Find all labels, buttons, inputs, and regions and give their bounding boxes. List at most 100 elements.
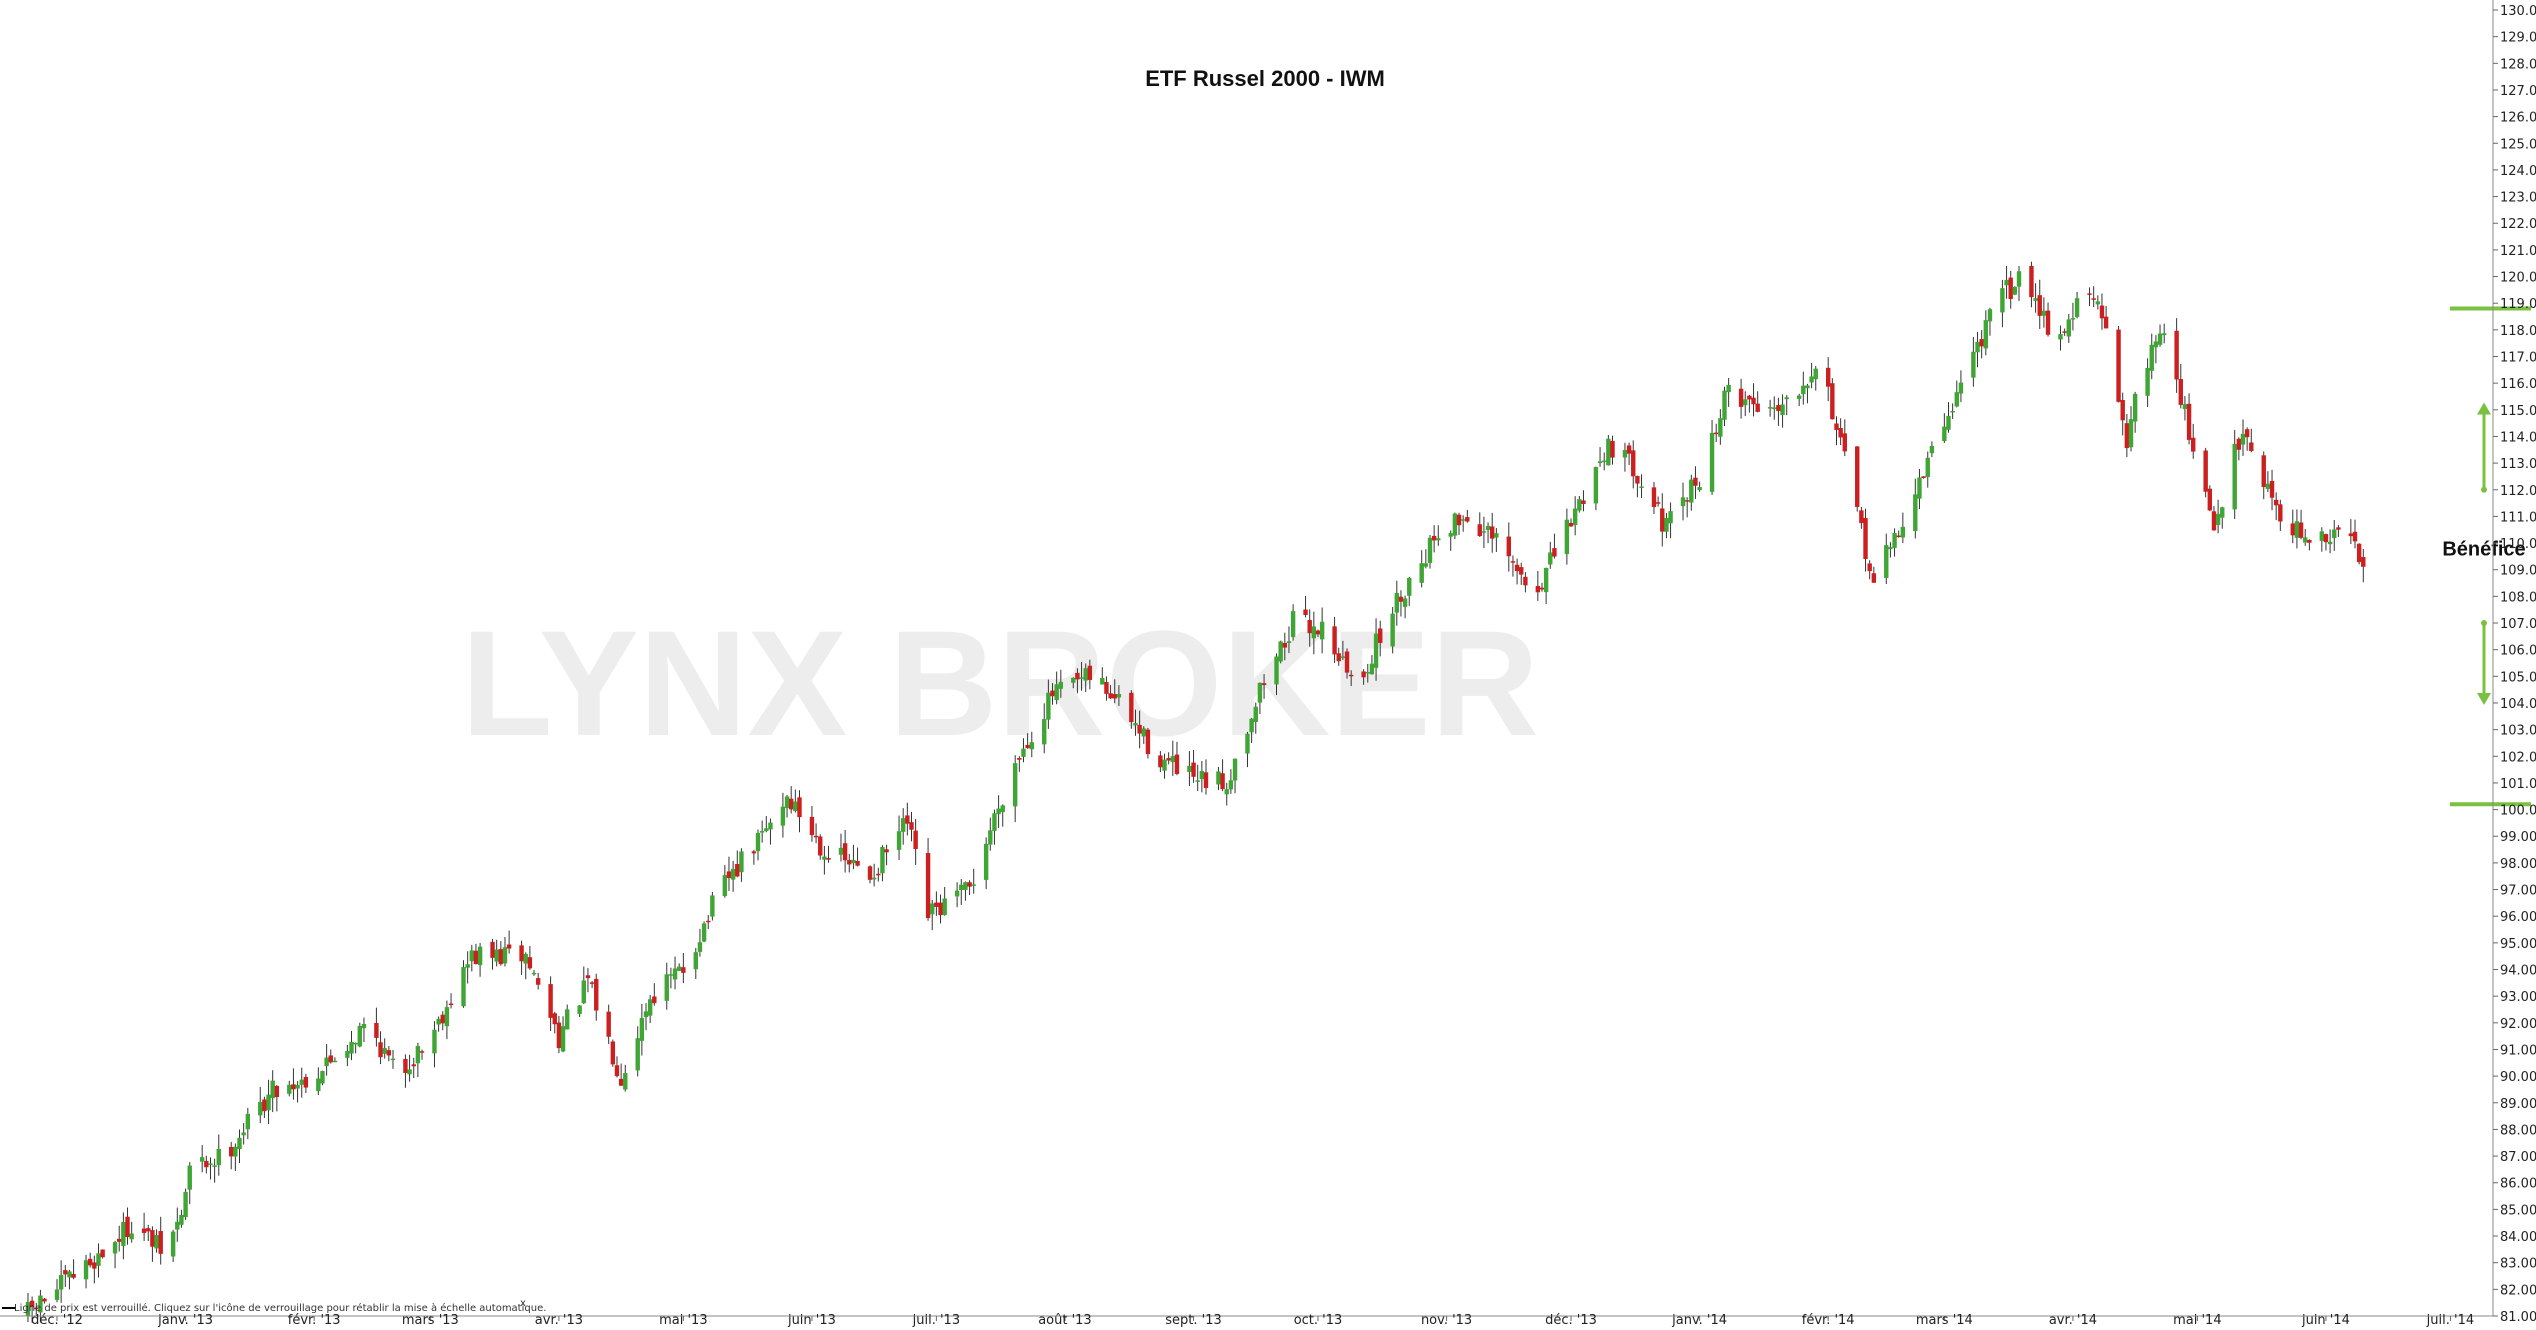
candle xyxy=(1054,671,1059,705)
y-tick-label: 125.00 xyxy=(2500,137,2536,152)
candle xyxy=(1477,512,1482,537)
y-axis: 81.00 82.00 83.00 84.00 85.00 86.00 87.00 88.00… xyxy=(2492,0,2536,1325)
candle xyxy=(320,1070,325,1086)
y-tick-label: 108.00 xyxy=(2500,590,2536,605)
candle xyxy=(2058,325,2063,351)
y-tick-label: 111.00 xyxy=(2500,510,2536,525)
candle xyxy=(2066,314,2071,343)
candle xyxy=(1689,474,1694,511)
candle xyxy=(2012,286,2018,296)
candle xyxy=(1772,396,1777,420)
candle xyxy=(1747,394,1752,413)
y-tick-label: 100.00 xyxy=(2500,804,2536,819)
status-close-icon[interactable]: x xyxy=(520,1298,526,1309)
candle xyxy=(2095,295,2101,310)
candle xyxy=(448,993,454,1009)
candle xyxy=(345,1045,350,1067)
candle xyxy=(2132,391,2138,433)
candle xyxy=(1660,493,1665,547)
candle xyxy=(826,845,831,863)
candle xyxy=(332,1057,338,1063)
price-lock-status-text: Ligne de prix est verrouillé. Cliquez su… xyxy=(14,1302,546,1314)
x-tick-label: déc. '12 xyxy=(31,1313,83,1328)
candle xyxy=(216,1134,221,1176)
candle xyxy=(1390,606,1395,654)
candle xyxy=(1917,469,1922,510)
candle xyxy=(2178,363,2183,409)
candle xyxy=(71,1259,76,1280)
candle xyxy=(963,881,968,901)
candle xyxy=(407,1054,412,1082)
x-tick-label: oct. '13 xyxy=(1294,1313,1343,1328)
candle xyxy=(635,1026,640,1077)
candle xyxy=(1257,682,1263,714)
candle xyxy=(1950,403,1955,419)
candle xyxy=(1423,549,1429,569)
candle xyxy=(967,880,972,896)
y-tick-label: 95.00 xyxy=(2500,937,2536,952)
candle xyxy=(519,940,524,975)
candle xyxy=(992,809,997,845)
candle xyxy=(1784,395,1789,416)
candle xyxy=(262,1096,267,1118)
candle xyxy=(764,816,769,833)
x-tick-label: juil. '14 xyxy=(2426,1313,2474,1328)
candle xyxy=(54,1279,60,1303)
chart-title: ETF Russel 2000 - IWM xyxy=(1145,66,1385,91)
candle xyxy=(1539,582,1545,592)
candle xyxy=(697,928,703,957)
candle xyxy=(2087,287,2092,306)
candle xyxy=(2016,265,2022,301)
candle xyxy=(96,1243,101,1278)
candle xyxy=(730,860,736,892)
candle xyxy=(1801,371,1806,405)
candle xyxy=(490,938,495,970)
candle xyxy=(1261,674,1267,699)
candle xyxy=(1162,753,1167,779)
candle xyxy=(2327,529,2333,554)
candle xyxy=(386,1046,392,1062)
x-tick-label: juin '14 xyxy=(2301,1313,2350,1328)
candle xyxy=(822,845,827,875)
candle xyxy=(751,849,757,865)
candle xyxy=(349,1030,354,1061)
arrow-down-head-icon xyxy=(2477,692,2491,705)
candle xyxy=(382,1038,387,1059)
candle xyxy=(1166,752,1171,765)
candle xyxy=(793,789,798,813)
candle xyxy=(1373,618,1379,681)
y-tick-label: 112.00 xyxy=(2500,484,2536,499)
candle xyxy=(1664,513,1669,539)
candle xyxy=(880,845,885,882)
candle xyxy=(241,1123,246,1145)
candle xyxy=(1216,766,1221,791)
candle xyxy=(594,973,599,1021)
y-tick-label: 118.00 xyxy=(2500,324,2536,339)
y-tick-label: 113.00 xyxy=(2500,457,2536,472)
candle xyxy=(1029,731,1034,758)
candle xyxy=(1394,580,1400,626)
candle xyxy=(1971,336,1976,387)
candle xyxy=(1755,391,1760,413)
candle xyxy=(535,972,541,990)
candle xyxy=(390,1049,396,1069)
candle xyxy=(639,1003,645,1056)
candle xyxy=(2008,270,2013,309)
candle xyxy=(797,790,802,833)
candle xyxy=(1481,516,1487,549)
candle xyxy=(42,1297,47,1304)
candle xyxy=(506,930,512,954)
candle xyxy=(208,1157,213,1180)
candle xyxy=(1626,442,1632,465)
candle xyxy=(1448,530,1453,551)
candle xyxy=(141,1212,147,1241)
candle xyxy=(1743,391,1748,417)
candle xyxy=(2000,279,2005,328)
candle xyxy=(735,850,740,878)
candle xyxy=(2244,427,2250,451)
candle xyxy=(1535,570,1541,601)
candle xyxy=(589,981,595,988)
x-tick-label: juil. '13 xyxy=(912,1313,960,1328)
candle xyxy=(440,1011,445,1031)
